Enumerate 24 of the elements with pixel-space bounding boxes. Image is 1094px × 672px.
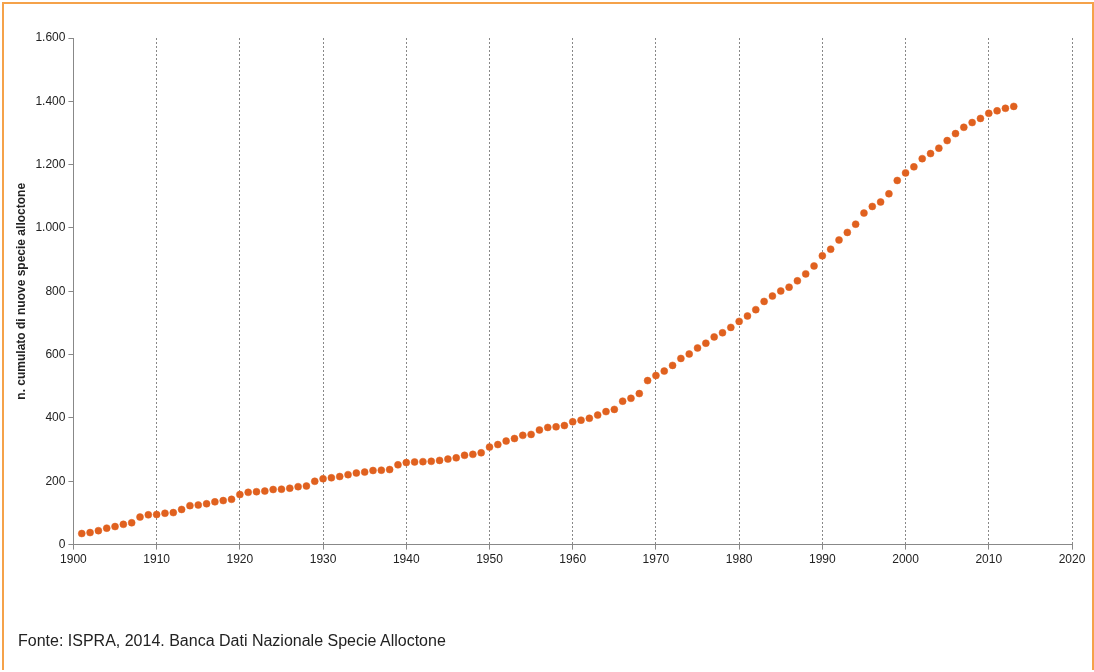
- y-tick-label: 1.600: [35, 30, 66, 45]
- x-tick-label: 1930: [309, 552, 337, 567]
- y-tick-label: 800: [45, 283, 66, 298]
- y-tick-label: 1.400: [35, 93, 66, 108]
- x-tick-label: 1980: [725, 552, 753, 567]
- x-tick-label: 2010: [975, 552, 1003, 567]
- x-tick-label: 1950: [476, 552, 504, 567]
- y-tick-label: 1.000: [35, 220, 66, 235]
- x-tick-label: 2020: [1058, 552, 1086, 567]
- y-tick-label: 400: [45, 410, 66, 425]
- x-tick-label: 1920: [226, 552, 254, 567]
- x-tick-label: 1900: [60, 552, 88, 567]
- x-tick-label: 1940: [392, 552, 420, 567]
- x-tick-label: 2000: [892, 552, 920, 567]
- y-tick-label: 1.200: [35, 156, 66, 171]
- y-tick-label: 200: [45, 473, 66, 488]
- x-tick-label: 1960: [559, 552, 587, 567]
- x-tick-label: 1990: [809, 552, 837, 567]
- y-tick-label: 600: [45, 346, 66, 361]
- y-tick-label: 0: [58, 536, 66, 551]
- source-note: Fonte: ISPRA, 2014. Banca Dati Nazionale Specie Alloctone: [18, 632, 446, 650]
- x-tick-label: 1970: [642, 552, 670, 567]
- y-axis-title: n. cumulato di nuove specie alloctone: [13, 182, 28, 400]
- x-tick-label: 1910: [143, 552, 171, 567]
